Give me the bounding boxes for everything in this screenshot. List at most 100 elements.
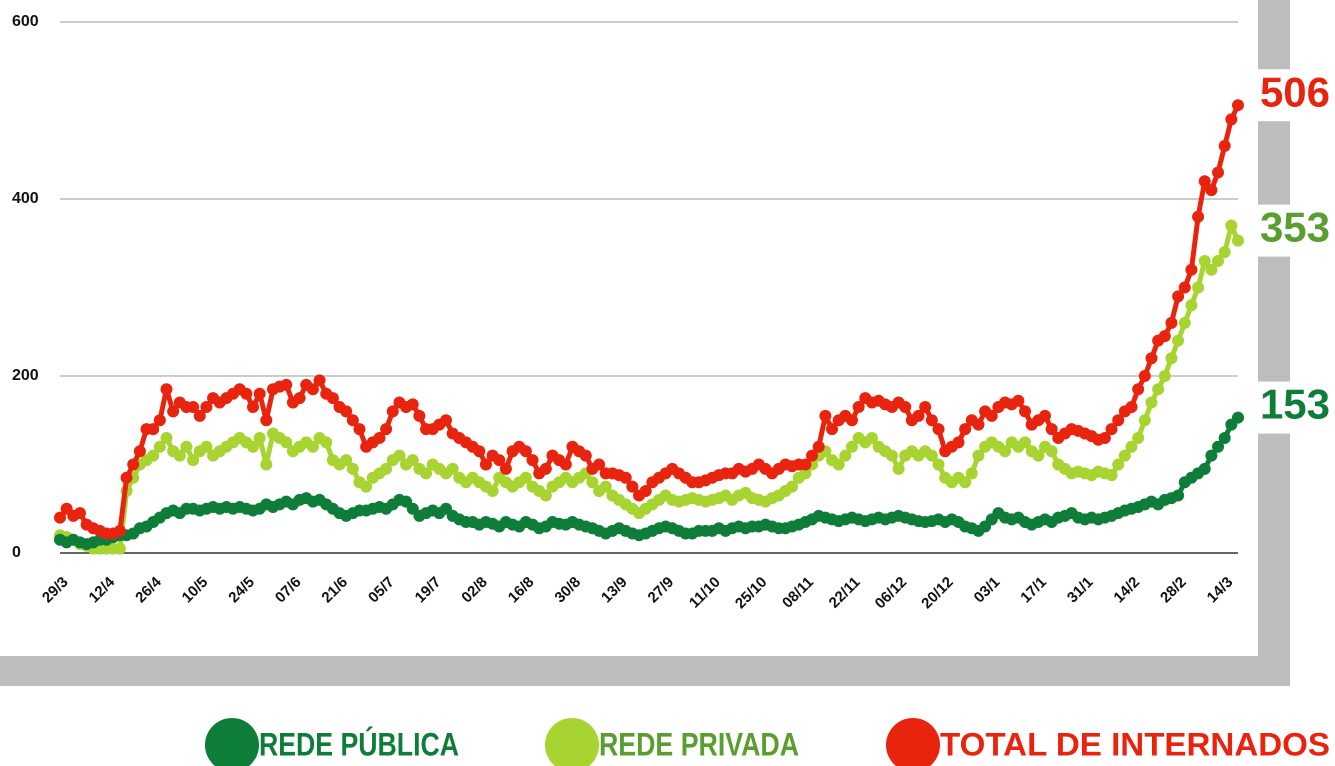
data-point (247, 400, 260, 413)
data-point (386, 405, 399, 418)
data-point (380, 423, 393, 436)
data-point (1232, 411, 1244, 424)
data-point (1178, 281, 1191, 294)
data-point (413, 409, 426, 422)
data-point (965, 467, 978, 480)
data-point (247, 440, 260, 453)
data-point (1125, 400, 1138, 413)
data-point (160, 431, 173, 444)
data-point (812, 440, 825, 453)
data-point (972, 418, 985, 431)
data-point (1212, 166, 1225, 179)
legend-label: TOTAL DE INTERNADOS (940, 726, 1330, 762)
legend-marker (205, 718, 259, 766)
data-point (120, 471, 133, 484)
data-point (1192, 281, 1205, 294)
data-point (1152, 383, 1165, 396)
data-point (1205, 184, 1218, 197)
data-point (586, 476, 599, 489)
data-point (845, 414, 858, 427)
data-point (865, 431, 878, 444)
data-point (499, 462, 512, 475)
data-point (306, 383, 319, 396)
data-point (360, 480, 373, 493)
data-point (353, 423, 366, 436)
data-point (167, 405, 180, 418)
data-point (1205, 449, 1218, 462)
data-point (1158, 370, 1171, 382)
data-point (1212, 254, 1225, 267)
data-point (539, 462, 552, 475)
data-point (406, 398, 419, 411)
data-point (1218, 246, 1231, 259)
card (0, 0, 1258, 656)
data-point (1125, 440, 1138, 453)
data-point (999, 445, 1012, 458)
data-point (799, 467, 812, 480)
data-point (73, 507, 86, 520)
y-tick-label: 400 (12, 190, 39, 207)
y-tick-label: 0 (12, 544, 21, 561)
data-point (393, 449, 406, 462)
data-point (626, 480, 639, 493)
data-point (819, 409, 832, 422)
legend-label: REDE PRIVADA (599, 726, 799, 762)
data-point (1172, 334, 1185, 347)
data-point (473, 445, 486, 458)
data-point (1045, 445, 1058, 458)
data-point (306, 440, 319, 453)
data-point (54, 511, 66, 524)
data-point (1165, 316, 1178, 329)
data-point (373, 431, 386, 444)
legend-marker (886, 718, 940, 766)
data-point (153, 414, 166, 427)
data-point (1138, 370, 1151, 382)
data-point (832, 458, 845, 471)
legend-marker (545, 718, 599, 766)
data-point (919, 400, 932, 413)
data-point (253, 431, 266, 444)
data-point (147, 449, 160, 462)
data-point (593, 458, 606, 471)
data-point (479, 458, 492, 471)
data-point (1132, 431, 1145, 444)
data-point (240, 387, 253, 400)
data-point (806, 449, 819, 462)
data-point (519, 471, 532, 484)
data-point (959, 476, 972, 489)
data-point (1225, 219, 1238, 232)
data-point (187, 454, 200, 467)
data-point (173, 449, 186, 462)
data-point (260, 414, 273, 427)
data-point (1038, 409, 1051, 422)
data-point (932, 423, 945, 436)
data-point (899, 400, 912, 413)
data-point (925, 449, 938, 462)
data-point (280, 378, 293, 391)
data-point (200, 400, 213, 413)
data-point (187, 400, 200, 413)
data-point (1185, 299, 1198, 312)
data-point (845, 440, 858, 453)
data-point (1098, 431, 1111, 444)
data-point (1172, 489, 1185, 502)
data-point (1105, 469, 1118, 482)
data-point (260, 458, 273, 471)
data-point (852, 400, 865, 413)
data-point (892, 462, 905, 475)
data-point (133, 445, 146, 458)
end-label: 153 (1260, 381, 1330, 428)
data-point (1232, 234, 1244, 247)
data-point (1045, 423, 1058, 436)
data-point (1158, 330, 1171, 343)
data-point (799, 458, 812, 471)
data-point (932, 458, 945, 471)
data-point (340, 405, 353, 418)
data-point (127, 458, 140, 471)
data-point (380, 462, 393, 475)
data-point (346, 414, 359, 427)
data-point (959, 423, 972, 436)
data-point (559, 458, 572, 471)
data-point (1185, 263, 1198, 276)
